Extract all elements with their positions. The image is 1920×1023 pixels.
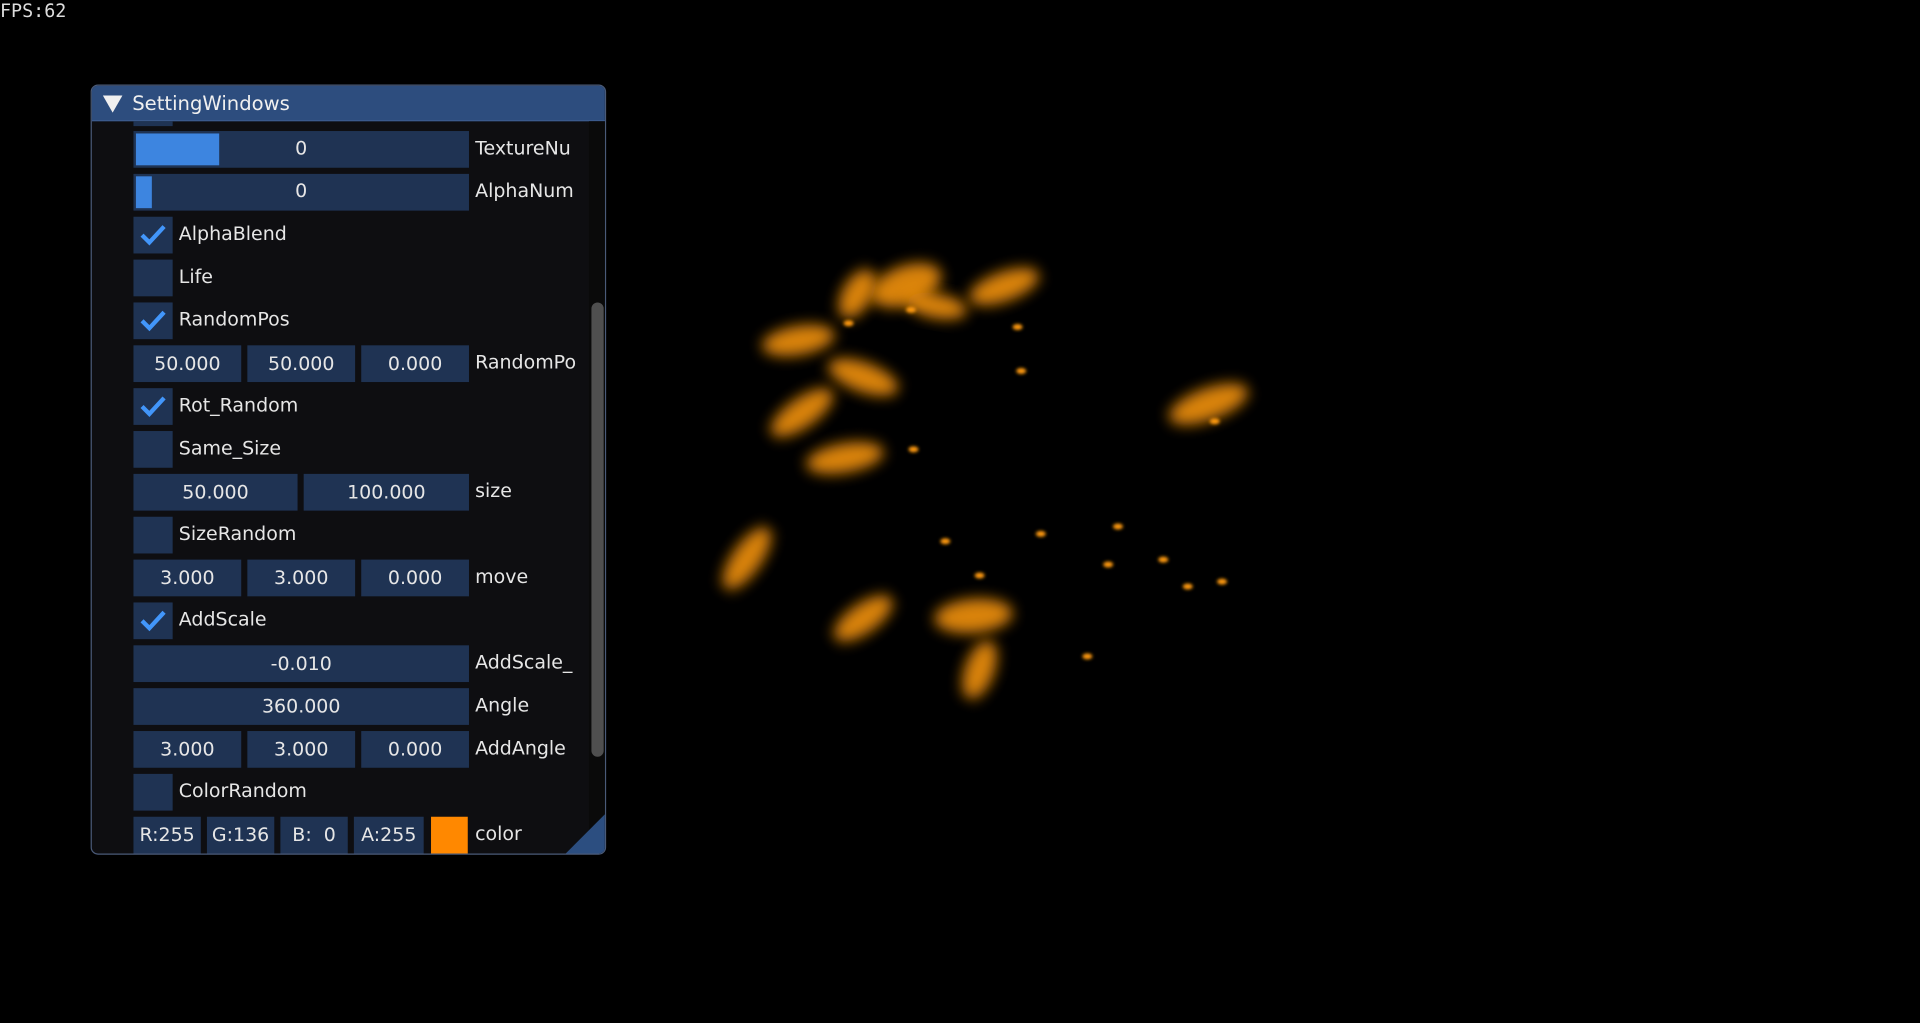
checkmark xyxy=(140,610,166,632)
checkbox-label: Rot_Random xyxy=(178,394,299,417)
particle-small xyxy=(1209,418,1220,425)
drag-label: size xyxy=(475,480,512,503)
checkbox[interactable] xyxy=(133,602,173,640)
drag-field[interactable]: 50.000 xyxy=(133,345,242,383)
particle xyxy=(838,269,876,319)
checkmark xyxy=(140,225,166,246)
collapse-arrow[interactable] xyxy=(102,95,123,113)
particle xyxy=(962,640,997,700)
particle-small xyxy=(1158,556,1169,563)
particle xyxy=(906,292,967,320)
drag-label: move xyxy=(475,565,529,588)
drag-field[interactable]: 0.000 xyxy=(361,559,469,597)
color-label: color xyxy=(475,822,522,845)
drag-field[interactable]: 50.000 xyxy=(247,345,356,383)
drag-field[interactable]: 3.000 xyxy=(133,559,242,597)
checkmark xyxy=(140,396,166,417)
particle xyxy=(969,267,1039,306)
drag-field[interactable]: 0.000 xyxy=(361,731,469,768)
color-field[interactable]: R:255 xyxy=(133,816,201,854)
drag-field[interactable]: 3.000 xyxy=(133,731,242,768)
drag-field[interactable]: 3.000 xyxy=(247,559,356,597)
drag-field[interactable]: 360.000 xyxy=(133,688,469,725)
drag-field[interactable]: -0.010 xyxy=(133,645,469,683)
checkbox[interactable] xyxy=(133,216,173,254)
particle-small xyxy=(908,446,919,453)
particle-small xyxy=(1182,583,1193,590)
checkbox-label: RandomPos xyxy=(178,308,290,331)
particle-small xyxy=(974,572,985,579)
particle-small xyxy=(1112,523,1123,530)
slider[interactable]: 0 xyxy=(133,173,469,211)
drag-field[interactable]: 50.000 xyxy=(133,473,298,511)
checkbox-label: AddScale xyxy=(178,608,267,631)
particle-small xyxy=(1012,323,1023,330)
slider-label: TextureNu xyxy=(475,137,571,160)
checkbox-label: Life xyxy=(178,265,213,288)
window-content: 0 TextureNu 0 AlphaNum AlphaBlend Life RandomP… xyxy=(92,121,588,854)
checkbox[interactable] xyxy=(133,259,173,297)
particle-small xyxy=(1035,530,1046,537)
particle xyxy=(833,595,893,642)
drag-field[interactable]: 3.000 xyxy=(247,731,356,768)
particle xyxy=(934,598,1013,634)
checkbox[interactable] xyxy=(133,431,173,468)
color-field[interactable]: G:136 xyxy=(206,816,275,854)
checkbox[interactable] xyxy=(133,773,173,811)
checkbox-label: SizeRandom xyxy=(178,522,297,545)
scrollbar-thumb[interactable] xyxy=(591,302,604,757)
color-swatch[interactable] xyxy=(431,816,468,854)
particle xyxy=(722,527,772,590)
resize-grip[interactable] xyxy=(565,814,605,854)
title-bar[interactable]: SettingWindows xyxy=(91,85,605,122)
particle xyxy=(762,324,835,357)
fps-counter: FPS:62 xyxy=(0,0,67,23)
particle-small xyxy=(940,538,951,545)
particle-small xyxy=(1103,561,1114,568)
drag-field[interactable]: 0.000 xyxy=(361,345,469,383)
particle-small xyxy=(906,306,917,313)
particle-small xyxy=(1217,578,1228,585)
slider-value: 0 xyxy=(295,180,308,203)
slider-value: 0 xyxy=(295,137,308,160)
slider[interactable]: 0 xyxy=(133,131,469,168)
particle-small xyxy=(843,320,854,327)
window-title: SettingWindows xyxy=(132,91,290,116)
drag-field[interactable]: 100.000 xyxy=(303,473,469,511)
slider-grab xyxy=(135,176,152,209)
checkbox[interactable] xyxy=(133,302,173,340)
particle xyxy=(1169,383,1249,425)
checkbox-label: Same_Size xyxy=(178,437,282,460)
particle-small xyxy=(1082,653,1093,660)
particle xyxy=(806,441,884,474)
slider-grab xyxy=(135,133,220,166)
drag-label: RandomPo xyxy=(475,351,577,374)
settings-window: SettingWindows 0 TextureNu 0 AlphaNum AlphaB… xyxy=(90,84,607,855)
drag-label: Angle xyxy=(475,694,530,717)
drag-label: AddAngle xyxy=(475,737,566,760)
color-field[interactable]: A:255 xyxy=(353,816,424,854)
checkbox[interactable] xyxy=(133,388,173,425)
particle xyxy=(770,388,834,437)
checkbox-label: AlphaBlend xyxy=(178,222,287,245)
checkbox[interactable] xyxy=(133,516,173,554)
clipped-frame xyxy=(133,121,173,127)
checkmark xyxy=(140,310,166,332)
drag-label: AddScale_ xyxy=(475,651,573,674)
particle-small xyxy=(1016,368,1027,375)
particles xyxy=(722,263,1249,700)
checkbox-label: ColorRandom xyxy=(178,780,307,803)
slider-label: AlphaNum xyxy=(475,180,574,203)
color-field[interactable]: B: 0 xyxy=(280,816,348,854)
particle xyxy=(828,358,899,396)
